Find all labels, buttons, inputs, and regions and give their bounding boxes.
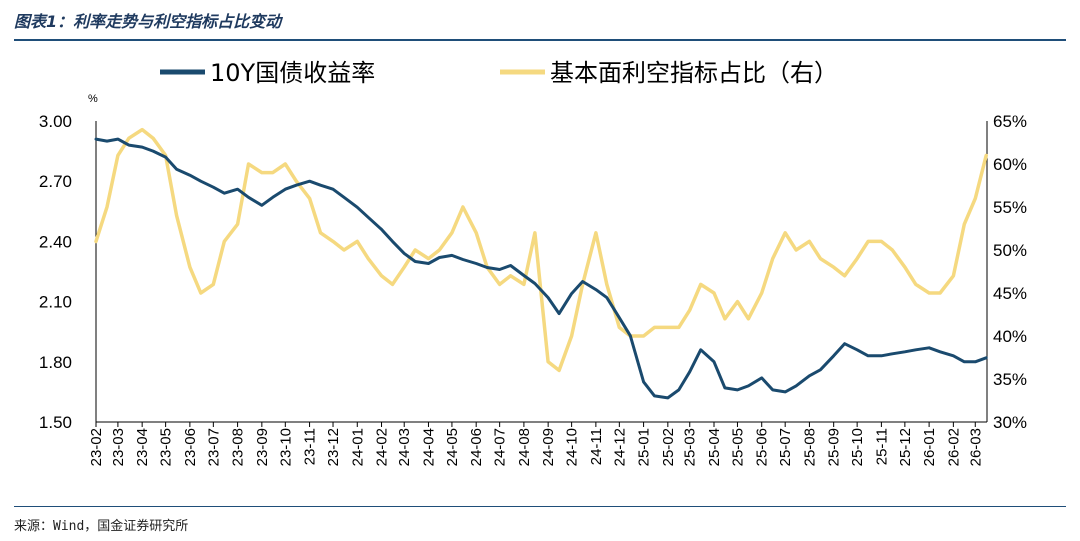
- y-right-tick-label: 40%: [993, 327, 1027, 346]
- legend-label: 10Y国债收益率: [210, 59, 375, 87]
- x-tick-label: 24-04: [420, 428, 437, 466]
- x-tick-label: 25-08: [801, 428, 818, 466]
- x-tick-label: 23-07: [205, 428, 222, 466]
- series-layer: [94, 127, 988, 400]
- chart-axes: 3.00 2.70 2.40 2.10 1.80 1.50 65% 60% 55% 50% 45% 4…: [39, 112, 1027, 466]
- x-tick-label: 23-08: [230, 428, 247, 466]
- source-note: 来源：Wind，国金证券研究所: [14, 519, 189, 534]
- y-left-tick-label: 2.10: [39, 293, 72, 312]
- x-tick-label: 24-02: [374, 428, 391, 466]
- x-tick-label: 24-10: [564, 428, 581, 466]
- x-tick-label: 25-03: [682, 428, 699, 466]
- x-tick-label: 25-12: [897, 428, 914, 466]
- x-tick-label: 25-05: [729, 428, 746, 466]
- x-tick-label: 24-03: [396, 428, 413, 466]
- x-tick-label: 23-04: [134, 428, 151, 466]
- x-tick-label: 24-12: [611, 428, 628, 466]
- y-left-tick-label: 2.70: [39, 172, 72, 191]
- x-tick-label: 24-06: [468, 428, 485, 466]
- x-tick-label: 24-11: [588, 428, 605, 465]
- x-tick-label: 23-02: [88, 428, 105, 466]
- x-tick-label: 24-08: [516, 428, 533, 466]
- chart-title: 图表1：利率走势与利空指标占比变动: [14, 12, 282, 31]
- y-left-unit-label: %: [88, 93, 98, 105]
- series-line-bearish-indicator-share: [94, 127, 988, 373]
- y-left-tick-label: 1.50: [39, 413, 72, 432]
- legend-item-bearish-share: 基本面利空指标占比（右）: [500, 59, 838, 87]
- x-tick-label: 26-03: [967, 428, 984, 466]
- x-tick-label: 25-04: [706, 428, 723, 466]
- series-line-10y-yield: [94, 137, 988, 400]
- y-left-tick-label: 1.80: [39, 353, 72, 372]
- legend-item-10y-yield: 10Y国债收益率: [160, 59, 375, 87]
- x-tick-label: 24-01: [349, 428, 366, 466]
- source-divider: [14, 506, 1066, 507]
- x-tick-label: 25-01: [636, 428, 653, 466]
- x-tick-label: 25-11: [873, 428, 890, 465]
- x-tick-label: 23-05: [158, 428, 175, 466]
- x-tick-label: 23-09: [254, 428, 271, 466]
- x-tick-label: 23-12: [325, 428, 342, 466]
- x-tick-label: 24-05: [444, 428, 461, 466]
- x-tick-label: 26-01: [921, 428, 938, 466]
- y-right-tick-label: 30%: [993, 413, 1027, 432]
- x-tick-label: 25-07: [777, 428, 794, 466]
- y-right-tick-label: 50%: [993, 241, 1027, 260]
- x-tick-label: 23-11: [302, 428, 319, 465]
- y-right-tick-label: 55%: [993, 198, 1027, 217]
- x-tick-label: 24-07: [492, 428, 509, 466]
- x-tick-label: 25-06: [754, 428, 771, 466]
- x-tick-label: 25-10: [849, 428, 866, 466]
- chart-legend: 10Y国债收益率 基本面利空指标占比（右）: [160, 59, 838, 87]
- y-right-tick-label: 35%: [993, 370, 1027, 389]
- x-tick-label: 25-02: [660, 428, 677, 466]
- legend-label: 基本面利空指标占比（右）: [550, 59, 838, 87]
- y-right-tick-label: 65%: [993, 112, 1027, 131]
- y-right-tick-label: 60%: [993, 155, 1027, 174]
- x-tick-label: 23-03: [110, 428, 127, 466]
- x-tick-label: 23-06: [182, 428, 199, 466]
- x-tick-label: 26-02: [945, 428, 962, 466]
- y-left-tick-label: 3.00: [39, 112, 72, 131]
- y-right-tick-label: 45%: [993, 284, 1027, 303]
- x-tick-label: 23-10: [277, 428, 294, 466]
- title-divider: [14, 39, 1066, 41]
- x-tick-label: 25-09: [826, 428, 843, 466]
- y-left-tick-label: 2.40: [39, 232, 72, 251]
- x-tick-label: 24-09: [540, 428, 557, 466]
